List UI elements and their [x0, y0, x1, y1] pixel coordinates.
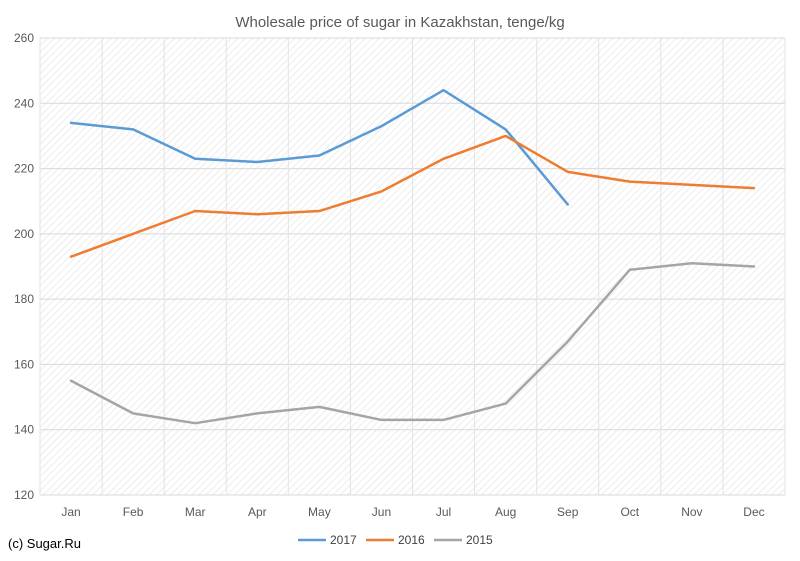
legend: 2017 2016 2015	[298, 533, 493, 547]
x-tick-label: Jun	[372, 505, 391, 519]
legend-label: 2016	[398, 533, 425, 547]
x-tick-label: Oct	[620, 505, 639, 519]
legend-label: 2015	[466, 533, 493, 547]
x-tick-label: Feb	[123, 505, 144, 519]
x-tick-label: Dec	[743, 505, 764, 519]
credit-text: (c) Sugar.Ru	[8, 536, 81, 551]
y-tick-label: 220	[14, 162, 34, 176]
x-tick-label: Apr	[248, 505, 267, 519]
chart-title: Wholesale price of sugar in Kazakhstan, …	[235, 14, 564, 31]
series-line-2017	[69, 88, 569, 206]
x-tick-label: Nov	[681, 505, 702, 519]
x-tick-label: Mar	[185, 505, 206, 519]
y-tick-label: 180	[14, 292, 34, 306]
x-tick-label: Aug	[495, 505, 516, 519]
x-tick-label: May	[308, 505, 331, 519]
x-tick-label: Sep	[557, 505, 579, 519]
x-tick-label: Jan	[61, 505, 80, 519]
series-lines	[69, 88, 756, 425]
y-axis-ticks: 120 140 160 180 200 220 240 260	[14, 31, 34, 502]
x-tick-label: Jul	[436, 505, 451, 519]
y-tick-label: 120	[14, 488, 34, 502]
legend-label: 2017	[330, 533, 357, 547]
y-tick-label: 160	[14, 357, 34, 371]
series-line-2015	[69, 261, 756, 425]
y-tick-label: 260	[14, 31, 34, 45]
y-tick-label: 140	[14, 423, 34, 437]
y-tick-label: 200	[14, 227, 34, 241]
x-axis-ticks: Jan Feb Mar Apr May Jun Jul Aug Sep Oct Nov Dec	[61, 505, 764, 519]
series-line-2016	[69, 134, 756, 258]
y-tick-label: 240	[14, 96, 34, 110]
